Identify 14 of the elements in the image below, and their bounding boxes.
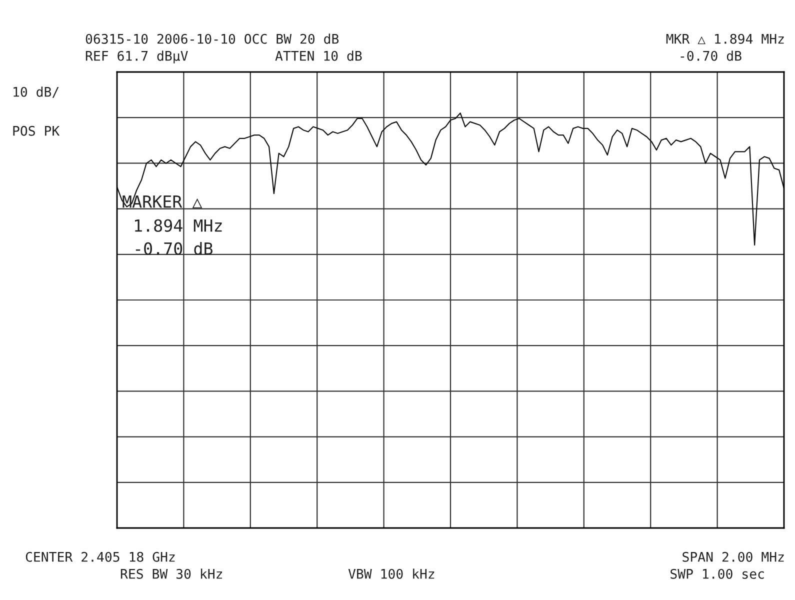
text: 10 dB/ bbox=[14, 86, 59, 98]
annotation: 1.894 MHz bbox=[135, 219, 222, 232]
annotation: -0.70 dB bbox=[136, 242, 212, 255]
text: 06315-10 2006-10-10 OCC BW 20 dB bbox=[86, 34, 339, 44]
text: -0.70 dB bbox=[680, 50, 742, 61]
text: SWP 1.00 sec bbox=[670, 568, 764, 579]
text: ATTEN 10 dB bbox=[275, 50, 362, 61]
text: SPAN 2.00 MHz bbox=[682, 552, 784, 562]
text: RES BW 30 kHz bbox=[120, 568, 222, 579]
text: CENTER 2.405 18 GHz bbox=[26, 552, 175, 562]
text: POS PK bbox=[13, 126, 60, 136]
text: MKR △ 1.894 MHz bbox=[666, 34, 784, 44]
text: VBW 100 kHz bbox=[348, 568, 434, 579]
text: REF 61.7 dBµV bbox=[86, 50, 188, 64]
